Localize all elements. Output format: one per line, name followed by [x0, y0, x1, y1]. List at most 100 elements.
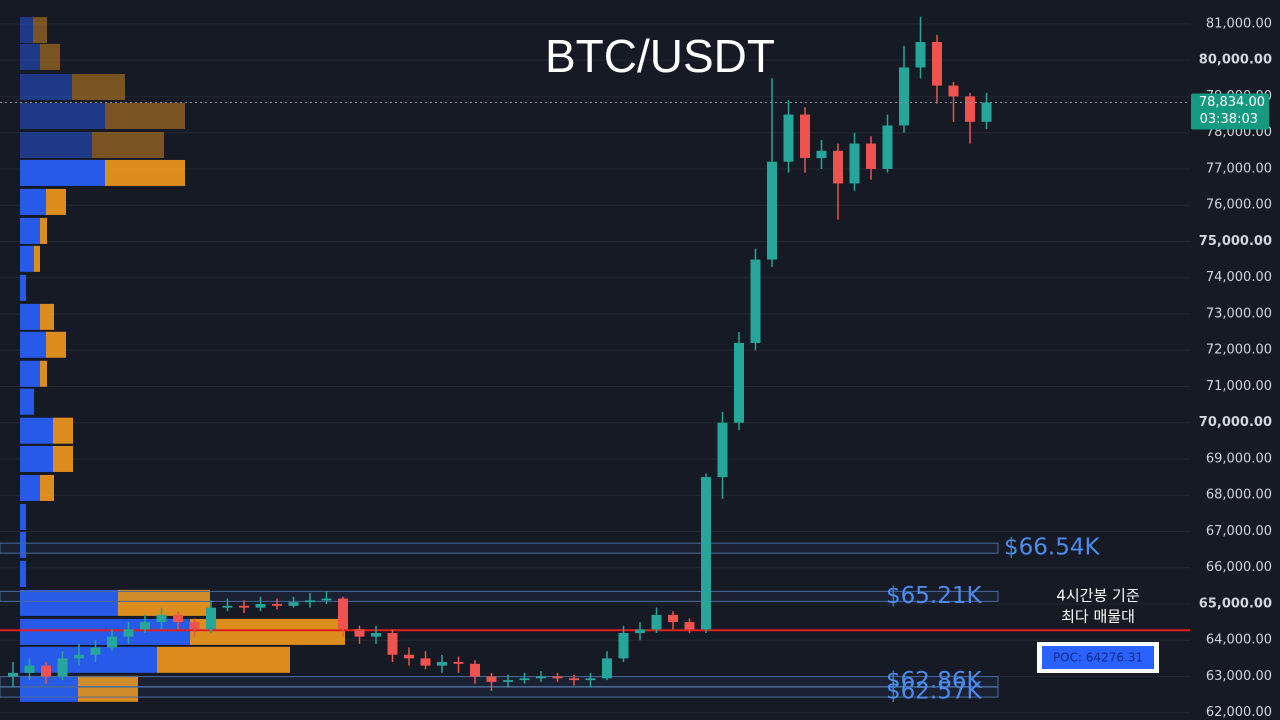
- profile-buy: [20, 646, 157, 673]
- level-box: [0, 676, 999, 688]
- candle-body: [948, 85, 959, 97]
- level-box: [0, 686, 999, 698]
- profile-sell: [34, 245, 40, 272]
- levels: $66.54K $65.21K $62.86K$62.57K POC: 64276.3…: [0, 535, 1190, 705]
- profile-buy: [20, 188, 46, 215]
- profile-buy: [20, 388, 34, 415]
- y-tick-label: 66,000.00: [1206, 560, 1272, 575]
- candle-body: [173, 614, 183, 623]
- candle-body: [8, 672, 18, 677]
- profile-buy: [20, 445, 53, 472]
- y-tick-label: 77,000.00: [1206, 161, 1272, 176]
- candle-body: [90, 647, 101, 655]
- y-tick-label: 71,000.00: [1206, 379, 1272, 394]
- profile-buy: [20, 589, 118, 616]
- profile-sell: [40, 43, 60, 70]
- candle-body: [569, 678, 579, 681]
- y-tick-label: 65,000.00: [1199, 596, 1272, 611]
- candle-body: [288, 602, 299, 606]
- candle-body: [57, 658, 68, 677]
- profile-sell: [105, 159, 185, 186]
- profile-buy: [20, 74, 72, 101]
- y-tick-label: 75,000.00: [1199, 234, 1272, 249]
- profile-buy: [20, 618, 190, 645]
- profile-sell: [46, 331, 66, 358]
- candle-body: [750, 259, 761, 343]
- y-tick-label: 70,000.00: [1199, 415, 1272, 430]
- y-tick-label: 67,000.00: [1206, 524, 1272, 539]
- profile-sell: [157, 646, 290, 673]
- candle-body: [272, 603, 282, 606]
- candle-body: [899, 67, 909, 126]
- profile-buy: [20, 245, 34, 272]
- candle-body: [734, 342, 744, 423]
- candle-body: [519, 678, 530, 681]
- candle-body: [882, 125, 893, 169]
- level-box: [0, 542, 999, 554]
- candle-body: [965, 96, 975, 122]
- candle-body: [387, 632, 398, 655]
- candle-body: [140, 622, 150, 630]
- candle-body: [701, 477, 711, 630]
- last-price-box: [1191, 93, 1269, 130]
- profile-buy: [20, 274, 26, 301]
- candle-body: [453, 661, 464, 664]
- candle-body: [107, 636, 117, 648]
- candle-body: [635, 629, 645, 633]
- profile-sell: [118, 589, 210, 616]
- profile-sell: [105, 103, 185, 130]
- y-tick-label: 76,000.00: [1206, 198, 1272, 213]
- poc-box: [1042, 646, 1154, 669]
- candle-body: [354, 629, 365, 637]
- profile-buy: [20, 531, 26, 558]
- level-label: $62.57K: [886, 679, 982, 705]
- profile-sell: [40, 217, 47, 244]
- profile-buy: [20, 503, 26, 530]
- profile-buy: [20, 417, 53, 444]
- candle-body: [651, 614, 662, 630]
- candle-body: [932, 42, 942, 86]
- candle-body: [717, 422, 728, 478]
- candle-body: [866, 143, 876, 169]
- profile-sell: [53, 417, 73, 444]
- candle-body: [338, 598, 348, 630]
- y-tick-label: 80,000.00: [1199, 53, 1272, 68]
- profile-buy: [20, 159, 105, 186]
- y-tick-label: 74,000.00: [1206, 270, 1272, 285]
- candles: [8, 16, 992, 691]
- candle-body: [552, 676, 563, 679]
- candle-body: [503, 680, 513, 682]
- y-tick-label: 63,000.00: [1206, 669, 1272, 684]
- candle-body: [156, 614, 167, 623]
- candle-body: [206, 607, 216, 630]
- candle-body: [74, 654, 84, 659]
- profile-buy: [20, 474, 40, 501]
- volume-profile: [20, 17, 345, 702]
- profile-sell: [40, 360, 47, 387]
- profile-sell: [72, 74, 125, 101]
- candle-body: [486, 676, 497, 682]
- candle-body: [849, 143, 860, 184]
- y-tick-label: 68,000.00: [1206, 488, 1272, 503]
- annotation: 최다 매물대: [1061, 608, 1135, 626]
- profile-sell: [40, 303, 54, 330]
- level-box: [0, 590, 999, 602]
- profile-sell: [46, 188, 66, 215]
- profile-sell: [40, 474, 54, 501]
- candle-body: [437, 661, 447, 666]
- y-tick-label: 64,000.00: [1206, 633, 1272, 648]
- candle-body: [239, 605, 249, 608]
- profile-buy: [20, 17, 33, 44]
- level-label: $65.21K: [886, 583, 982, 609]
- candle-body: [684, 622, 695, 630]
- candle-body: [585, 678, 596, 681]
- candle-body: [189, 622, 200, 630]
- candle-body: [536, 676, 546, 679]
- candle-body: [602, 658, 612, 679]
- candle-body: [41, 665, 51, 677]
- candle-body: [816, 150, 827, 159]
- profile-sell: [53, 445, 73, 472]
- profile-buy: [20, 560, 26, 587]
